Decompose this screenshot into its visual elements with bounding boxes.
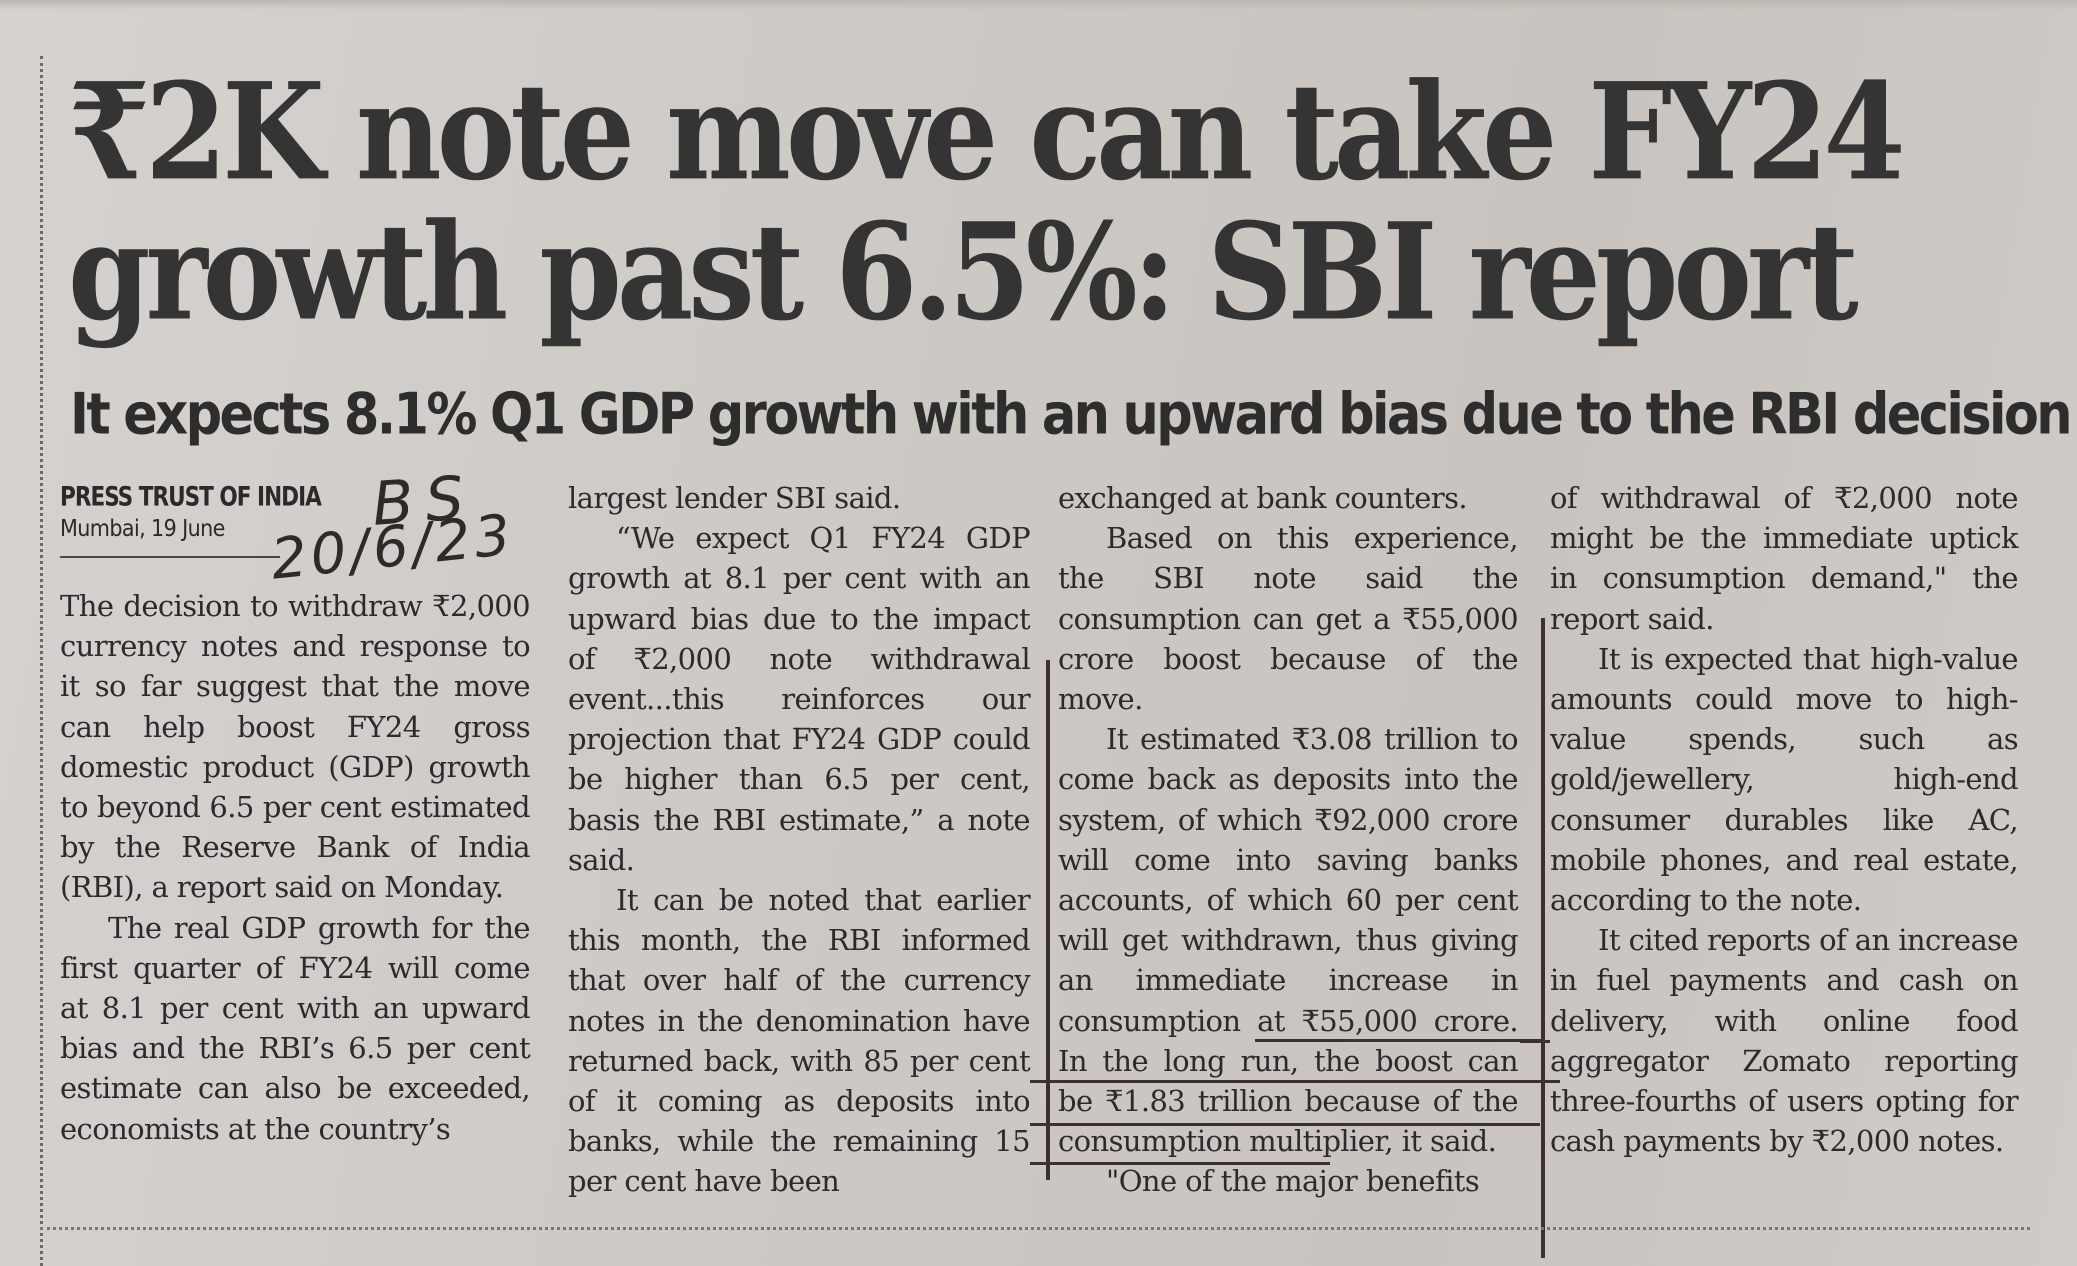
paragraph: largest lender SBI said. bbox=[568, 481, 901, 515]
byline: PRESS TRUST OF INDIA Mumbai, 19 June bbox=[60, 478, 530, 546]
subheadline: It expects 8.1% Q1 GDP growth with an up… bbox=[70, 382, 2073, 449]
article-body: PRESS TRUST OF INDIA Mumbai, 19 June The… bbox=[60, 478, 2030, 1198]
column-3: exchanged at bank counters. Based on thi… bbox=[1058, 478, 1519, 1202]
paragraph: of withdrawal of ₹2,000 note might be th… bbox=[1550, 481, 2019, 636]
paragraph: “We expect Q1 FY24 GDP growth at 8.1 per… bbox=[568, 521, 1031, 877]
pen-tick-mark bbox=[1520, 1040, 1550, 1043]
paragraph: The decision to withdraw ₹2,000 currency… bbox=[60, 589, 531, 905]
paragraph: It is expected that high-value amounts c… bbox=[1550, 641, 2019, 918]
pen-underline bbox=[1255, 1039, 1545, 1042]
pen-underline bbox=[1030, 1080, 1560, 1083]
headline-line-2: growth past 6.5%: SBI report bbox=[68, 193, 1859, 351]
paragraph: It cited reports of an increase in fuel … bbox=[1550, 923, 2019, 1159]
headline-line-1: ₹2K note move can take FY24 bbox=[68, 52, 1906, 211]
byline-dateline: Mumbai, 19 June bbox=[60, 516, 225, 542]
pen-tick-mark bbox=[1520, 1080, 1550, 1083]
pen-underline bbox=[1030, 1123, 1540, 1126]
column-1-text: The decision to withdraw ₹2,000 currency… bbox=[60, 586, 531, 1149]
paragraph: "One of the major benefits bbox=[1106, 1164, 1480, 1199]
paragraph: Based on this experience, the SBI note s… bbox=[1058, 521, 1519, 717]
column-1: PRESS TRUST OF INDIA Mumbai, 19 June The… bbox=[60, 478, 531, 1149]
left-dotted-border bbox=[40, 56, 43, 1266]
byline-agency: PRESS TRUST OF INDIA bbox=[60, 481, 322, 513]
pen-mark-vertical-left bbox=[1046, 660, 1050, 1180]
headline: ₹2K note move can take FY24 growth past … bbox=[68, 52, 2028, 351]
pen-mark-vertical-right bbox=[1541, 618, 1545, 1258]
pen-underline bbox=[1030, 1162, 1330, 1165]
column-2: largest lender SBI said. “We expect Q1 F… bbox=[568, 478, 1031, 1202]
paragraph: The real GDP growth for the first quarte… bbox=[60, 910, 531, 1146]
paragraph: It estimated ₹3.08 trillion to come back… bbox=[1058, 722, 1519, 1159]
paper-edge-shadow bbox=[0, 0, 2077, 10]
byline-divider bbox=[60, 556, 280, 558]
paragraph: exchanged at bank counters. bbox=[1058, 481, 1468, 515]
bottom-dotted-border bbox=[40, 1227, 2030, 1230]
paragraph: It can be noted that earlier this month,… bbox=[568, 883, 1031, 1199]
column-4: of withdrawal of ₹2,000 note might be th… bbox=[1550, 478, 2019, 1161]
